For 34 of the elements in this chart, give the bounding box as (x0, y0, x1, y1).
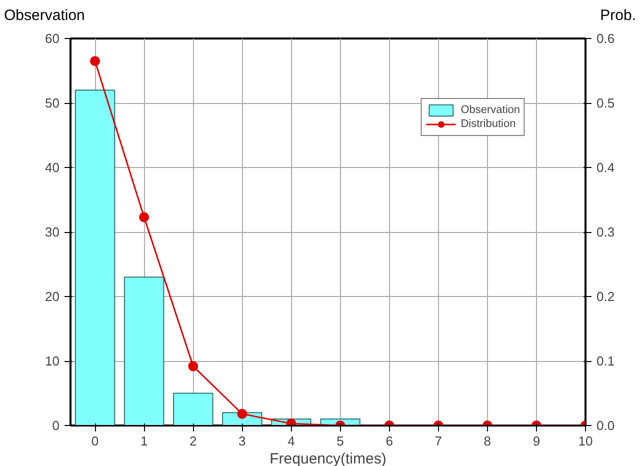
y2-tick-label: 0.2 (596, 289, 615, 304)
x-tick-label: 8 (484, 434, 492, 448)
y-axis-title: Observation (4, 6, 85, 26)
x-tick-label: 4 (288, 434, 295, 448)
y-tick-label: 0 (52, 418, 60, 433)
y2-tick-label: 0.6 (596, 31, 615, 46)
y-tick-label: 30 (45, 224, 60, 240)
legend-label: Distribution (460, 118, 516, 130)
y2-axis-title: Prob. (600, 6, 636, 26)
bar (173, 392, 214, 426)
y2-tick-label: 0.5 (596, 96, 615, 110)
x-tick-label: 7 (434, 434, 442, 448)
x-tick-label: 9 (532, 434, 540, 448)
bar (74, 90, 116, 426)
y-tick-label: 20 (45, 289, 60, 304)
y-tick-label: 50 (45, 96, 60, 110)
x-tick-label: 2 (190, 434, 197, 448)
legend-label: Observation (460, 104, 520, 116)
point (139, 212, 150, 222)
y-tick-label: 10 (45, 354, 60, 368)
y-tick-label: 60 (45, 31, 60, 46)
point (90, 56, 100, 66)
bar (124, 276, 164, 426)
y2-tick-label: 0.0 (596, 418, 615, 433)
y2-tick-label: 0.4 (596, 160, 615, 175)
x-tick-label: 3 (238, 434, 246, 448)
x-tick-label: 1 (140, 434, 148, 448)
x-tick-label: 0 (91, 434, 99, 448)
y-tick-label: 40 (45, 160, 60, 175)
x-tick-label: 10 (578, 434, 593, 448)
y2-tick-label: 0.1 (596, 354, 615, 368)
x-tick-label: 6 (386, 434, 393, 448)
x-tick-label: 5 (336, 434, 344, 448)
y2-tick-label: 0.3 (596, 224, 615, 240)
